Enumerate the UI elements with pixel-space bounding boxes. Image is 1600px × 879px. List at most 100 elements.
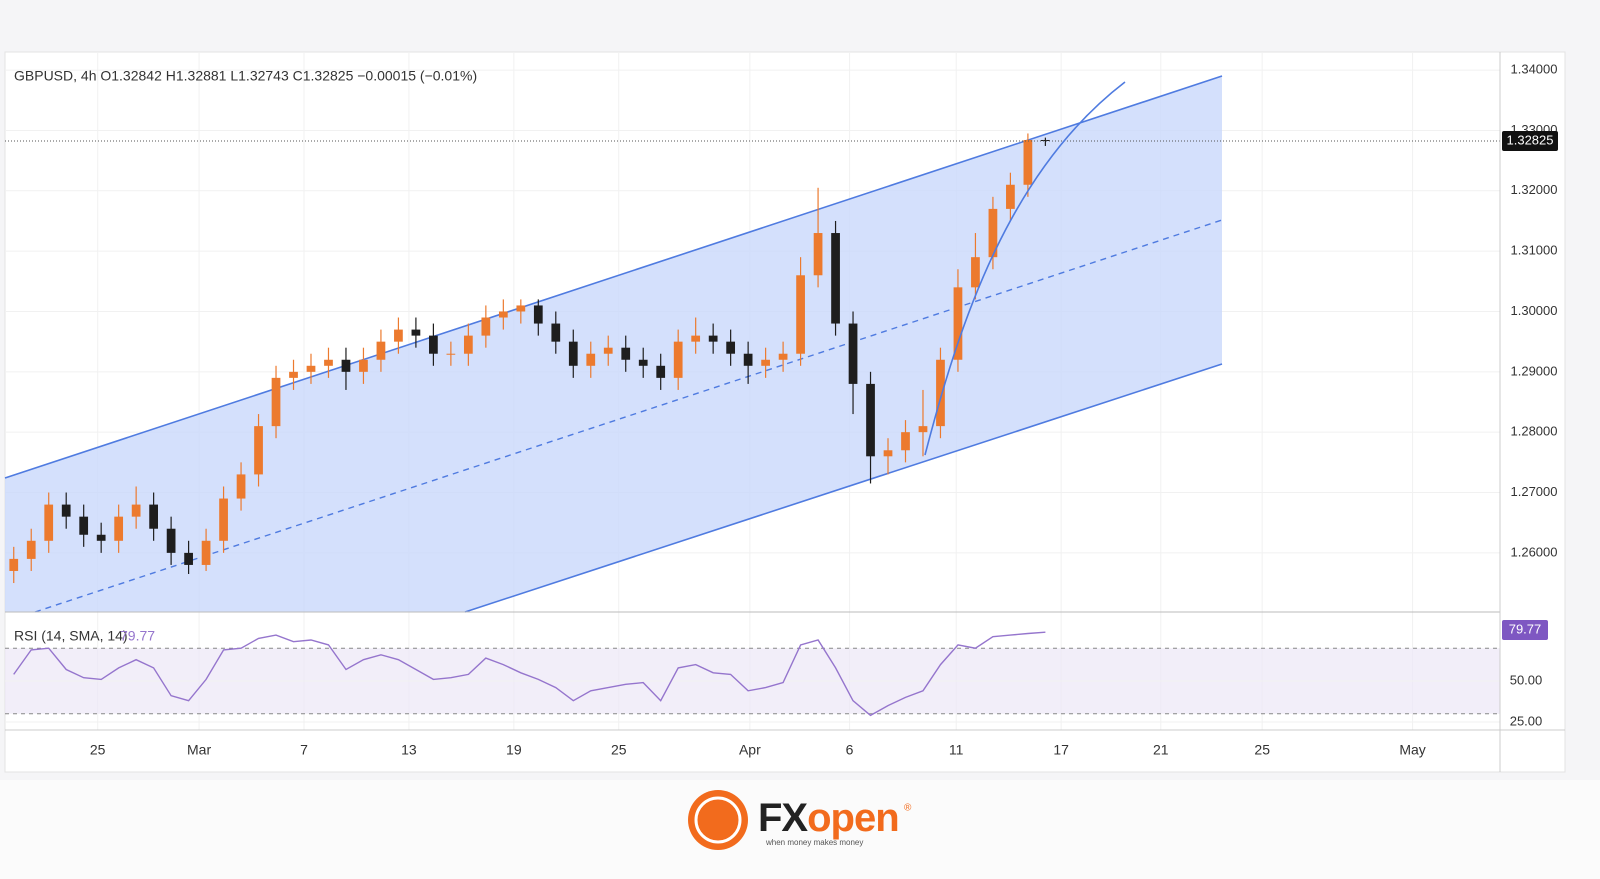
logo-registered: ®: [904, 803, 912, 814]
candle-body: [1006, 184, 1015, 209]
candle-body: [324, 359, 333, 366]
candle-body: [394, 329, 403, 342]
logo-icon-ring: [694, 796, 742, 844]
x-tick-label: 17: [1053, 742, 1069, 758]
candle-body: [603, 347, 613, 354]
candle-body: [481, 317, 491, 336]
x-tick-label: Apr: [739, 742, 761, 758]
x-tick-label: 25: [611, 742, 627, 758]
y-tick-label: 50.00: [1510, 672, 1543, 687]
logo-open: open: [807, 796, 899, 840]
candle-body: [761, 359, 770, 366]
y-tick-label: 1.34000: [1511, 62, 1558, 77]
channel-upper: [4, 75, 1223, 479]
candle-body: [376, 341, 386, 360]
logo-text: FXopen: [758, 796, 899, 840]
candle-body: [621, 347, 631, 360]
x-tick-label: 25: [90, 742, 106, 758]
y-tick-label: 1.27000: [1511, 484, 1558, 499]
candle-body: [236, 474, 246, 499]
candle-body: [568, 341, 578, 366]
x-tick-label: 11: [949, 742, 964, 758]
candle-body: [656, 365, 666, 378]
candle-body: [498, 311, 508, 318]
candle-body: [691, 335, 701, 342]
logo-fx: FX: [758, 796, 808, 840]
candle-body: [848, 323, 858, 384]
y-tick-label: 1.31000: [1511, 243, 1558, 258]
candle-body: [114, 516, 124, 541]
candle-body: [429, 335, 438, 354]
candle-body: [26, 540, 36, 559]
x-tick-label: Mar: [187, 742, 211, 758]
y-tick-label: 1.28000: [1511, 424, 1558, 439]
candle-body: [271, 377, 281, 427]
candle-body: [901, 432, 910, 451]
candle-body: [586, 353, 596, 366]
x-tick-label: 6: [846, 742, 854, 758]
rsi-header: RSI (14, SMA, 14): [14, 628, 128, 644]
channel-fill: [5, 76, 1222, 612]
candle-body: [463, 335, 473, 354]
channel: [4, 75, 1223, 613]
x-tick-label: 19: [506, 742, 522, 758]
chart-header: GBPUSD, 4h O1.32842 H1.32881 L1.32743 C1…: [14, 68, 477, 84]
candle-body: [988, 208, 998, 258]
candle-body: [306, 365, 316, 372]
candle-body: [831, 233, 840, 324]
candle-body: [219, 498, 228, 541]
candle-body: [638, 359, 648, 366]
rsi-line: [13, 631, 1046, 717]
labels: 25 Mar 7 13 19 25 Apr 6 11 17 21 25 May 1.26000 1.2700…: [90, 62, 1558, 758]
rsi-value-box: [1502, 620, 1548, 640]
candle-body: [726, 341, 736, 354]
candle-body: [918, 426, 928, 433]
x-tick-label: 7: [300, 742, 308, 758]
candle-body: [446, 353, 456, 355]
channel-lower: [464, 363, 1223, 613]
candle-body: [813, 233, 823, 276]
candle-body: [953, 287, 963, 360]
candle-body: [411, 329, 421, 336]
candle-body: [96, 534, 106, 541]
candle-body: [673, 341, 683, 378]
candle-body: [516, 305, 526, 312]
x-tick-label: 13: [401, 742, 417, 758]
logo-tagline: when money makes money: [765, 838, 863, 847]
y-tick-label: 1.30000: [1511, 303, 1558, 318]
logo: FXopen ® when money makes money: [688, 790, 912, 850]
candle-body: [533, 305, 543, 324]
rsi-value-label: 79.77: [1509, 621, 1542, 636]
y-tick-label: 1.26000: [1511, 544, 1558, 559]
candle-body: [44, 504, 54, 541]
candle-body: [1041, 139, 1050, 142]
candle-body: [201, 540, 211, 565]
candle-body: [149, 504, 158, 529]
candle-body: [936, 359, 945, 427]
y-tick-label: 1.29000: [1511, 363, 1558, 378]
candle-body: [866, 383, 875, 457]
candle-body: [708, 335, 718, 342]
candle-body: [166, 528, 176, 553]
candle-body: [551, 323, 561, 342]
y-tick-label: 25.00: [1510, 713, 1543, 728]
candle-body: [971, 257, 980, 288]
candle-body: [254, 426, 263, 475]
last-price-label: 1.32825: [1507, 132, 1554, 147]
rsi-header-value: 79.77: [120, 628, 155, 644]
marks: [5, 133, 1500, 717]
candle-body: [184, 552, 193, 565]
curve: [924, 81, 1126, 456]
candle-body: [359, 359, 368, 372]
candle-body: [61, 504, 71, 517]
candle-body: [778, 353, 788, 360]
footer-band: [0, 780, 1600, 879]
candle-body: [883, 450, 893, 457]
x-tick-label: 21: [1153, 742, 1169, 758]
candle-body: [79, 516, 89, 535]
y-tick-label: 1.32000: [1511, 182, 1558, 197]
candle-body: [1023, 139, 1033, 185]
x-tick-label: May: [1399, 742, 1425, 758]
